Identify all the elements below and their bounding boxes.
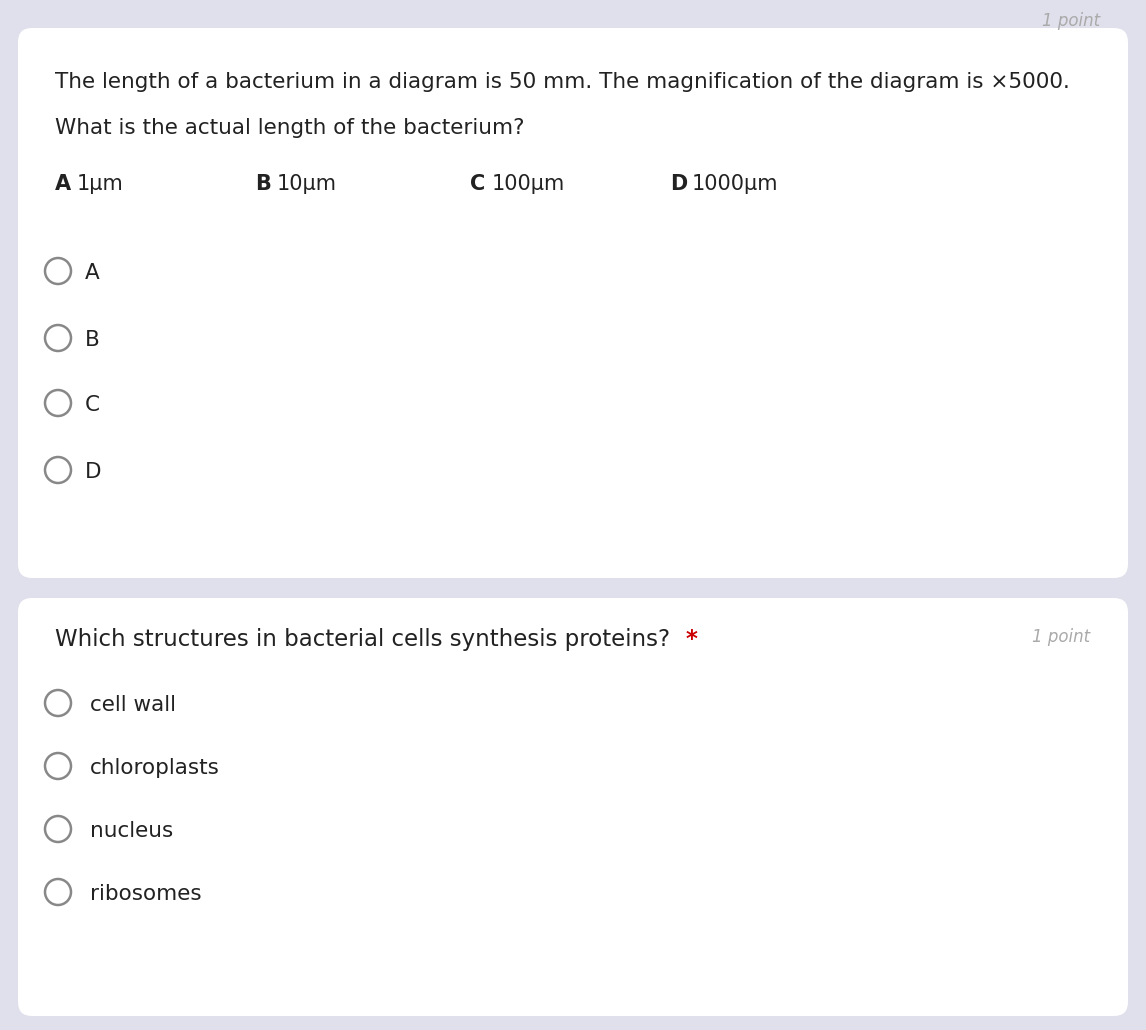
Circle shape bbox=[45, 816, 71, 842]
Text: *: * bbox=[686, 628, 698, 651]
Circle shape bbox=[45, 390, 71, 416]
Text: 10µm: 10µm bbox=[277, 174, 337, 194]
Circle shape bbox=[45, 325, 71, 351]
Text: B: B bbox=[85, 330, 100, 350]
FancyBboxPatch shape bbox=[18, 28, 1128, 578]
Text: ribosomes: ribosomes bbox=[91, 884, 202, 904]
Text: A: A bbox=[85, 263, 100, 283]
Text: 1µm: 1µm bbox=[77, 174, 124, 194]
Text: D: D bbox=[670, 174, 688, 194]
Text: chloroplasts: chloroplasts bbox=[91, 758, 220, 778]
Text: C: C bbox=[85, 394, 100, 415]
Text: 1000µm: 1000µm bbox=[692, 174, 778, 194]
Text: The length of a bacterium in a diagram is 50 mm. The magnification of the diagra: The length of a bacterium in a diagram i… bbox=[55, 72, 1070, 92]
Text: A: A bbox=[55, 174, 71, 194]
Text: Which structures in bacterial cells synthesis proteins?: Which structures in bacterial cells synt… bbox=[55, 628, 670, 651]
Text: nucleus: nucleus bbox=[91, 821, 173, 842]
Circle shape bbox=[45, 457, 71, 483]
Circle shape bbox=[45, 879, 71, 905]
Text: D: D bbox=[85, 462, 102, 482]
Text: 1 point: 1 point bbox=[1042, 12, 1100, 30]
Text: B: B bbox=[256, 174, 270, 194]
FancyBboxPatch shape bbox=[18, 598, 1128, 1016]
Circle shape bbox=[45, 690, 71, 716]
Text: What is the actual length of the bacterium?: What is the actual length of the bacteri… bbox=[55, 118, 525, 138]
Text: C: C bbox=[470, 174, 485, 194]
Text: 1 point: 1 point bbox=[1031, 628, 1090, 646]
Text: 100µm: 100µm bbox=[492, 174, 565, 194]
Circle shape bbox=[45, 753, 71, 779]
Text: cell wall: cell wall bbox=[91, 695, 176, 715]
Circle shape bbox=[45, 258, 71, 284]
